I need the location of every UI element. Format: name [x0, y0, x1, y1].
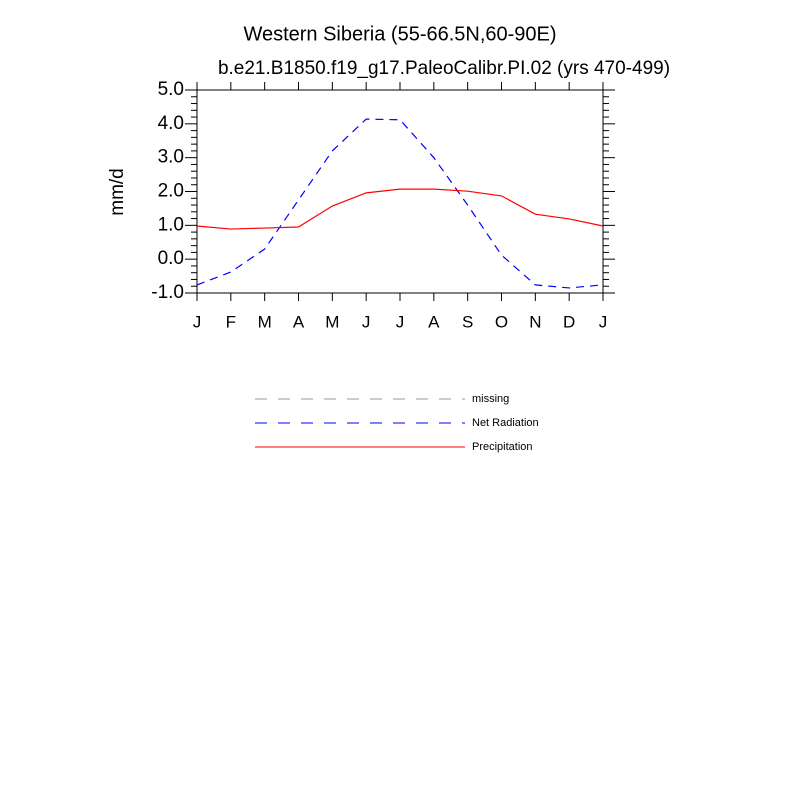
x-tick-label: J: [362, 312, 371, 331]
y-axis-label: mm/d: [107, 168, 128, 216]
legend-label: Precipitation: [472, 441, 533, 453]
chart-title: Western Siberia (55-66.5N,60-90E): [243, 23, 556, 45]
chart-subtitle: b.e21.B1850.f19_g17.PaleoCalibr.PI.02 (y…: [218, 58, 670, 79]
series-line: [196, 118, 604, 289]
x-tick-label: O: [495, 312, 508, 331]
x-tick-label: A: [428, 312, 440, 331]
y-tick-label: 2.0: [158, 181, 184, 202]
x-tick-label: M: [258, 312, 272, 331]
y-tick-label: 1.0: [158, 214, 184, 235]
x-tick-label: J: [193, 312, 202, 331]
y-tick-label: 4.0: [158, 113, 184, 134]
x-tick-label: M: [325, 312, 339, 331]
x-tick-label: N: [529, 312, 541, 331]
x-tick-label: F: [226, 312, 236, 331]
y-tick-label: 5.0: [158, 79, 184, 100]
series-line: [196, 188, 604, 230]
y-tick-label: 3.0: [158, 147, 184, 168]
legend-label: Net Radiation: [472, 417, 539, 429]
x-tick-label: D: [563, 312, 575, 331]
x-tick-label: S: [462, 312, 473, 331]
x-tick-label: A: [293, 312, 305, 331]
x-tick-label: J: [599, 312, 608, 331]
y-tick-label: -1.0: [151, 282, 184, 303]
legend-label: missing: [472, 393, 509, 405]
x-tick-label: J: [396, 312, 405, 331]
y-tick-label: 0.0: [158, 248, 184, 269]
